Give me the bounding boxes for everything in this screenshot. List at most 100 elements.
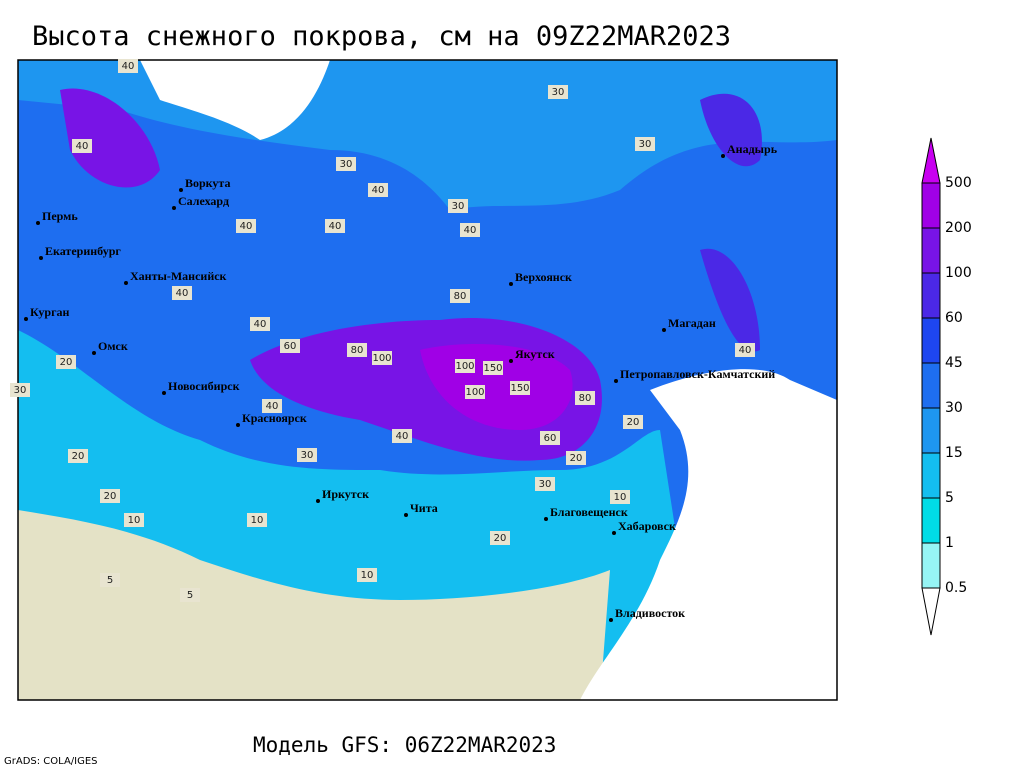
contour-label: 20: [627, 417, 640, 428]
contour-label: 20: [60, 357, 73, 368]
contour-label: 40: [464, 225, 477, 236]
colorbar-segment: [921, 542, 941, 589]
city-dot: [316, 499, 320, 503]
contour-label-box: [535, 477, 555, 491]
colorbar-label: 60: [945, 310, 963, 326]
contour-label: 30: [539, 479, 552, 490]
contour-label: 60: [284, 341, 297, 352]
contour-label-box: [510, 381, 530, 395]
city-label: Верхоянск: [515, 270, 572, 284]
contour-label-box: [368, 183, 388, 197]
contour-label-box: [635, 137, 655, 151]
contour-label-box: [465, 385, 485, 399]
colorbar-label: 200: [945, 220, 972, 236]
city-dot: [609, 618, 613, 622]
contour-label: 20: [570, 453, 583, 464]
colorbar-arrow-top: [921, 137, 941, 184]
city-label: Анадырь: [727, 142, 778, 156]
contour-label: 100: [455, 361, 474, 372]
colorbar-label: 100: [945, 265, 972, 281]
credit: GrADS: COLA/IGES: [4, 756, 98, 767]
colorbar-label: 15: [945, 445, 963, 461]
contour-label-box: [735, 343, 755, 357]
colorbar: 500 200 100 60 45 30 15 5 1 0.5: [921, 137, 972, 636]
colorbar-arrow-bottom: [921, 587, 941, 636]
contour-label-box: [450, 289, 470, 303]
contour-label-box: [540, 431, 560, 445]
contour-label-box: [325, 219, 345, 233]
contour-label-box: [490, 531, 510, 545]
cities: Воркута Салехард Пермь Екатеринбург Ханты-Ма…: [24, 142, 778, 622]
ural-snow: [60, 88, 160, 188]
city-label: Новосибирск: [168, 379, 240, 393]
contour-label-box: [548, 85, 568, 99]
colorbar-segment: [921, 317, 941, 364]
contour-label: 40: [396, 431, 409, 442]
contour-label: 30: [301, 450, 314, 461]
contour-label: 40: [254, 319, 267, 330]
contour-label-box: [336, 157, 356, 171]
contour-label-box: [100, 489, 120, 503]
city-dot: [236, 423, 240, 427]
contour-label: 80: [454, 291, 467, 302]
contour-label-box: [247, 513, 267, 527]
colorbar-segment: [921, 452, 941, 499]
city-dot: [92, 351, 96, 355]
city-dot: [36, 221, 40, 225]
city-label: Владивосток: [615, 606, 685, 620]
city-dot: [614, 379, 618, 383]
pacific-ocean: [580, 369, 837, 700]
contour-label: 5: [187, 590, 193, 601]
city-label: Магадан: [668, 316, 716, 330]
contour-label: 60: [544, 433, 557, 444]
contour-label: 150: [510, 383, 529, 394]
contour-label: 40: [240, 221, 253, 232]
contour-label-box: [460, 223, 480, 237]
city-label: Иркутск: [322, 487, 369, 501]
city-dot: [509, 282, 513, 286]
contour-label-box: [623, 415, 643, 429]
contour-label-box: [118, 59, 138, 73]
contour-label-box: [372, 351, 392, 365]
city-label: Салехард: [178, 194, 229, 208]
contour-label: 30: [452, 201, 465, 212]
city-dot: [179, 188, 183, 192]
city-label: Благовещенск: [550, 505, 628, 519]
city-label: Пермь: [42, 209, 78, 223]
city-dot: [39, 256, 43, 260]
city-dot: [509, 359, 513, 363]
map-frame: [17, 59, 838, 701]
contour-label-box: [575, 391, 595, 405]
contour-label-box: [357, 568, 377, 582]
city-label: Ханты-Мансийск: [130, 269, 227, 283]
contour-label-box: [56, 355, 76, 369]
contour-label: 20: [104, 491, 117, 502]
contour-label: 30: [14, 385, 27, 396]
contour-label-box: [68, 449, 88, 463]
contour-label-box: [180, 588, 200, 602]
contour-label: 30: [552, 87, 565, 98]
city-dot: [404, 513, 408, 517]
colorbar-segment: [921, 182, 941, 229]
kamchatka-snow: [700, 248, 760, 352]
contour-label-box: [392, 429, 412, 443]
contour-label-box: [566, 451, 586, 465]
colorbar-label: 45: [945, 355, 963, 371]
city-label: Петропавловск-Камчатский: [620, 367, 775, 381]
contour-label-box: [610, 490, 630, 504]
city-dot: [24, 317, 28, 321]
city-dot: [721, 154, 725, 158]
contour-label: 80: [579, 393, 592, 404]
colorbar-segment: [921, 362, 941, 409]
contour-label-box: [347, 343, 367, 357]
contour-label: 30: [639, 139, 652, 150]
contour-label: 40: [372, 185, 385, 196]
colorbar-segment: [921, 227, 941, 274]
contour-label-box: [483, 361, 503, 375]
city-label: Курган: [30, 305, 70, 319]
contour-label-box: [236, 219, 256, 233]
barents-sea: [140, 60, 330, 140]
contour-label: 40: [176, 288, 189, 299]
contour-label: 100: [372, 353, 391, 364]
contour-label: 10: [361, 570, 374, 581]
